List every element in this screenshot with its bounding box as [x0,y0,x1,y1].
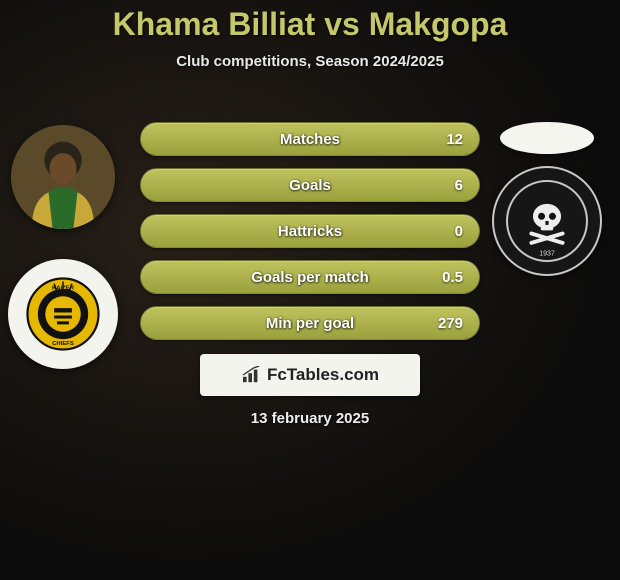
left-club-crest: KAIZER CHIEFS [8,259,118,369]
orlando-pirates-crest-icon: 1937 [508,182,586,260]
brand-text: FcTables.com [267,365,379,385]
kaizer-chiefs-crest-icon: KAIZER CHIEFS [26,277,100,351]
stat-value-right: 0 [455,223,463,240]
page-title: Khama Billiat vs Makgopa [0,0,620,43]
left-column: KAIZER CHIEFS [8,125,118,369]
date: 13 february 2025 [0,410,620,427]
stat-row: Goals per match 0.5 [140,260,480,294]
right-club-crest: 1937 [492,166,602,276]
subtitle: Club competitions, Season 2024/2025 [0,53,620,70]
stat-label: Hattricks [278,223,342,240]
club-year: 1937 [539,250,555,257]
club-text-bottom: CHIEFS [52,341,74,347]
stats-list: Matches 12 Goals 6 Hattricks 0 Goals per… [140,122,480,340]
stat-value-right: 0.5 [442,269,463,286]
stat-value-right: 6 [455,177,463,194]
chart-icon [241,366,263,384]
stat-row: Matches 12 [140,122,480,156]
stat-row: Hattricks 0 [140,214,480,248]
stat-label: Min per goal [266,315,354,332]
stat-row: Min per goal 279 [140,306,480,340]
club-text-top: KAIZER [52,286,75,292]
stat-label: Matches [280,131,340,148]
left-player-avatar [11,125,115,229]
player-silhouette-icon [11,125,115,229]
brand-box[interactable]: FcTables.com [200,354,420,396]
stat-label: Goals per match [251,269,369,286]
stat-row: Goals 6 [140,168,480,202]
right-column: 1937 [492,122,602,276]
stat-value-right: 12 [446,131,463,148]
stat-value-right: 279 [438,315,463,332]
stat-label: Goals [289,177,331,194]
right-player-avatar-placeholder [500,122,594,154]
